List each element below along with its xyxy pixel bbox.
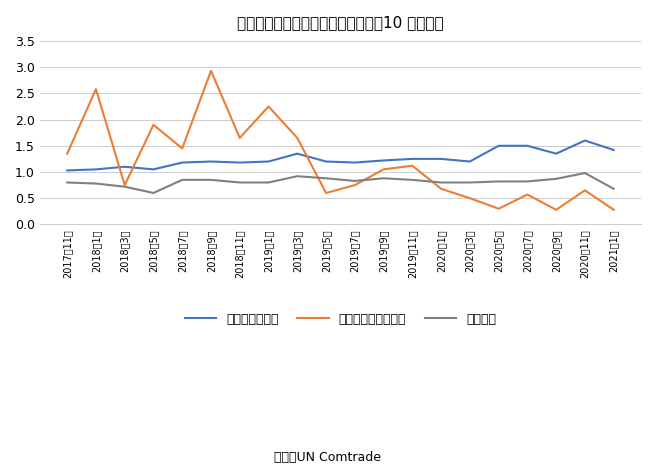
精密機器 [63, 180, 71, 185]
電子・電気機器 [523, 143, 531, 149]
航空機（含む部品） [437, 186, 445, 192]
電子・電気機器 [552, 151, 560, 157]
Line: 精密機器: 精密機器 [67, 173, 613, 193]
精密機器 [581, 170, 589, 176]
Legend: 電子・電気機器, 航空機（含む部品）, 精密機器: 電子・電気機器, 航空機（含む部品）, 精密機器 [180, 308, 501, 331]
電子・電気機器 [409, 156, 417, 162]
航空機（含む部品） [150, 122, 157, 128]
航空機（含む部品） [523, 192, 531, 197]
電子・電気機器 [609, 147, 617, 153]
電子・電気機器 [495, 143, 502, 149]
航空機（含む部品） [178, 145, 186, 151]
電子・電気機器 [581, 138, 589, 144]
航空機（含む部品） [609, 207, 617, 212]
Title: 図２：アメリカの産業別対中輸出（10 億ドル）: 図２：アメリカの産業別対中輸出（10 億ドル） [237, 15, 443, 30]
Line: 航空機（含む部品）: 航空機（含む部品） [67, 71, 613, 210]
精密機器 [351, 178, 359, 184]
電子・電気機器 [92, 166, 100, 172]
電子・電気機器 [264, 159, 272, 164]
電子・電気機器 [207, 159, 215, 164]
航空機（含む部品） [207, 68, 215, 74]
航空機（含む部品） [264, 103, 272, 109]
航空機（含む部品） [552, 207, 560, 212]
精密機器 [380, 176, 388, 181]
精密機器 [121, 184, 129, 190]
電子・電気機器 [121, 164, 129, 170]
航空機（含む部品） [380, 166, 388, 172]
航空機（含む部品） [581, 187, 589, 193]
精密機器 [207, 177, 215, 183]
精密機器 [293, 173, 301, 179]
精密機器 [437, 180, 445, 185]
電子・電気機器 [236, 160, 243, 165]
航空機（含む部品） [121, 182, 129, 188]
電子・電気機器 [150, 166, 157, 172]
電子・電気機器 [351, 160, 359, 165]
航空機（含む部品） [63, 151, 71, 157]
電子・電気機器 [63, 168, 71, 173]
精密機器 [322, 176, 330, 181]
精密機器 [466, 180, 474, 185]
電子・電気機器 [322, 159, 330, 164]
精密機器 [236, 180, 243, 185]
精密機器 [495, 178, 502, 184]
精密機器 [552, 176, 560, 182]
航空機（含む部品） [293, 135, 301, 141]
精密機器 [92, 181, 100, 186]
航空機（含む部品） [92, 86, 100, 92]
精密機器 [409, 177, 417, 183]
航空機（含む部品） [322, 190, 330, 196]
精密機器 [264, 180, 272, 185]
電子・電気機器 [178, 160, 186, 165]
精密機器 [178, 177, 186, 183]
Line: 電子・電気機器: 電子・電気機器 [67, 141, 613, 171]
航空機（含む部品） [409, 163, 417, 169]
航空機（含む部品） [466, 195, 474, 201]
精密機器 [609, 186, 617, 192]
航空機（含む部品） [351, 182, 359, 188]
航空機（含む部品） [495, 206, 502, 212]
精密機器 [523, 178, 531, 184]
精密機器 [150, 190, 157, 196]
電子・電気機器 [466, 159, 474, 164]
電子・電気機器 [437, 156, 445, 162]
航空機（含む部品） [236, 135, 243, 141]
Text: 出所：UN Comtrade: 出所：UN Comtrade [274, 452, 382, 464]
電子・電気機器 [380, 158, 388, 163]
電子・電気機器 [293, 151, 301, 157]
